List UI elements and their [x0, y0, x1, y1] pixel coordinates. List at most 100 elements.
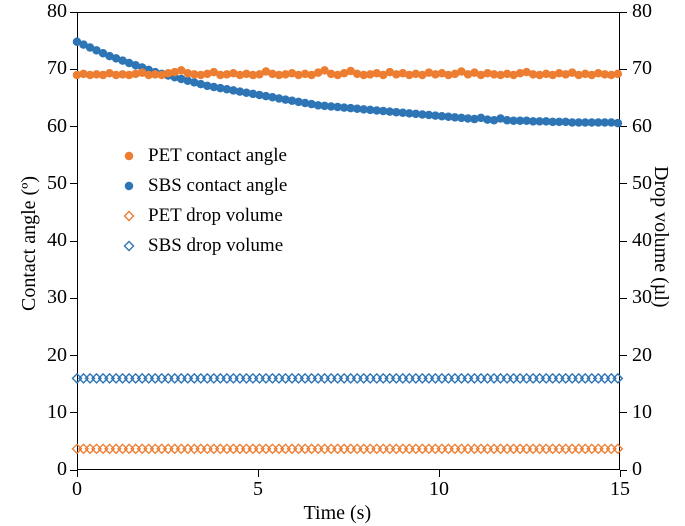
pet-drop-volume-marker	[190, 444, 199, 453]
sbs-drop-volume-marker	[294, 374, 303, 383]
pet-drop-volume-marker	[398, 444, 407, 453]
pet-drop-volume-marker	[248, 444, 257, 453]
pet-drop-volume-marker	[92, 444, 101, 453]
sbs-drop-volume-marker	[587, 374, 596, 383]
sbs-drop-volume-marker	[529, 374, 538, 383]
sbs-drop-volume-marker	[516, 374, 525, 383]
sbs-drop-volume-marker	[79, 374, 88, 383]
legend-item: PET drop volume	[120, 205, 287, 227]
sbs-drop-volume-marker	[483, 374, 492, 383]
pet-drop-volume-marker	[307, 444, 316, 453]
sbs-drop-volume-marker	[372, 374, 381, 383]
sbs-drop-volume-marker	[274, 374, 283, 383]
sbs-drop-volume-marker	[190, 374, 199, 383]
pet-drop-volume-marker	[268, 444, 277, 453]
sbs-drop-volume-marker	[105, 374, 114, 383]
pet-drop-volume-marker	[203, 444, 212, 453]
sbs-drop-volume-marker	[73, 374, 82, 383]
pet-drop-volume-marker	[99, 444, 108, 453]
sbs-drop-volume-marker	[170, 374, 179, 383]
sbs-drop-volume-marker	[385, 374, 394, 383]
pet-drop-volume-marker	[118, 444, 127, 453]
pet-drop-volume-marker	[496, 444, 505, 453]
sbs-drop-volume-marker	[261, 374, 270, 383]
pet-drop-volume-marker	[411, 444, 420, 453]
sbs-drop-volume-marker	[431, 374, 440, 383]
pet-drop-volume-marker	[144, 444, 153, 453]
pet-drop-volume-marker	[294, 444, 303, 453]
sbs-drop-volume-marker	[268, 374, 277, 383]
legend-item: PET contact angle	[120, 145, 287, 167]
pet-drop-volume-marker	[216, 444, 225, 453]
sbs-drop-volume-marker	[229, 374, 238, 383]
sbs-drop-volume-marker	[327, 374, 336, 383]
sbs-drop-volume-marker	[509, 374, 518, 383]
pet-drop-volume-marker	[79, 444, 88, 453]
sbs-drop-volume-marker	[248, 374, 257, 383]
sbs-drop-volume-marker	[574, 374, 583, 383]
pet-drop-volume-marker	[529, 444, 538, 453]
pet-drop-volume-marker	[229, 444, 238, 453]
sbs-drop-volume-marker	[503, 374, 512, 383]
pet-drop-volume-marker	[112, 444, 121, 453]
pet-drop-volume-marker	[613, 444, 622, 453]
pet-drop-volume-marker	[274, 444, 283, 453]
pet-drop-volume-marker	[548, 444, 557, 453]
sbs-drop-volume-marker	[450, 374, 459, 383]
pet-drop-volume-marker	[431, 444, 440, 453]
sbs-drop-volume-marker	[463, 374, 472, 383]
pet-drop-volume-marker	[164, 444, 173, 453]
sbs-drop-volume-marker	[177, 374, 186, 383]
pet-drop-volume-marker	[457, 444, 466, 453]
sbs-drop-volume-marker	[301, 374, 310, 383]
legend-marker-icon	[120, 147, 138, 165]
sbs-drop-volume-marker	[457, 374, 466, 383]
sbs-drop-volume-marker	[444, 374, 453, 383]
sbs-drop-volume-marker	[398, 374, 407, 383]
sbs-drop-volume-marker	[346, 374, 355, 383]
pet-drop-volume-marker	[235, 444, 244, 453]
pet-drop-volume-marker	[288, 444, 297, 453]
sbs-drop-volume-marker	[164, 374, 173, 383]
sbs-drop-volume-marker	[418, 374, 427, 383]
pet-drop-volume-marker	[385, 444, 394, 453]
sbs-drop-volume-marker	[359, 374, 368, 383]
pet-drop-volume-marker	[392, 444, 401, 453]
series-layer	[0, 0, 685, 526]
sbs-drop-volume-marker	[288, 374, 297, 383]
pet-drop-volume-marker	[196, 444, 205, 453]
legend-item: SBS contact angle	[120, 175, 287, 197]
sbs-drop-volume-marker	[594, 374, 603, 383]
pet-drop-volume-marker	[170, 444, 179, 453]
sbs-drop-volume-marker	[118, 374, 127, 383]
legend-label: PET drop volume	[148, 205, 283, 227]
sbs-drop-volume-marker	[222, 374, 231, 383]
pet-drop-volume-marker	[503, 444, 512, 453]
sbs-drop-volume-marker	[196, 374, 205, 383]
pet-drop-volume-marker	[138, 444, 147, 453]
sbs-drop-volume-marker	[555, 374, 564, 383]
sbs-drop-volume-marker	[568, 374, 577, 383]
legend: PET contact angle SBS contact angle PET dr…	[120, 145, 287, 265]
pet-drop-volume-marker	[105, 444, 114, 453]
pet-drop-volume-marker	[483, 444, 492, 453]
sbs-drop-volume-marker	[151, 374, 160, 383]
legend-label: SBS drop volume	[148, 235, 283, 257]
pet-drop-volume-marker	[255, 444, 264, 453]
pet-drop-volume-marker	[372, 444, 381, 453]
pet-drop-volume-marker	[281, 444, 290, 453]
sbs-drop-volume-marker	[235, 374, 244, 383]
pet-drop-volume-marker	[587, 444, 596, 453]
pet-drop-volume-marker	[594, 444, 603, 453]
sbs-drop-volume-marker	[131, 374, 140, 383]
sbs-drop-volume-marker	[496, 374, 505, 383]
sbs-drop-volume-marker	[600, 374, 609, 383]
pet-drop-volume-marker	[522, 444, 531, 453]
pet-drop-volume-marker	[379, 444, 388, 453]
sbs-drop-volume-marker	[314, 374, 323, 383]
pet-drop-volume-marker	[366, 444, 375, 453]
sbs-drop-volume-marker	[613, 374, 622, 383]
sbs-drop-volume-marker	[333, 374, 342, 383]
pet-drop-volume-marker	[450, 444, 459, 453]
sbs-drop-volume-marker	[203, 374, 212, 383]
